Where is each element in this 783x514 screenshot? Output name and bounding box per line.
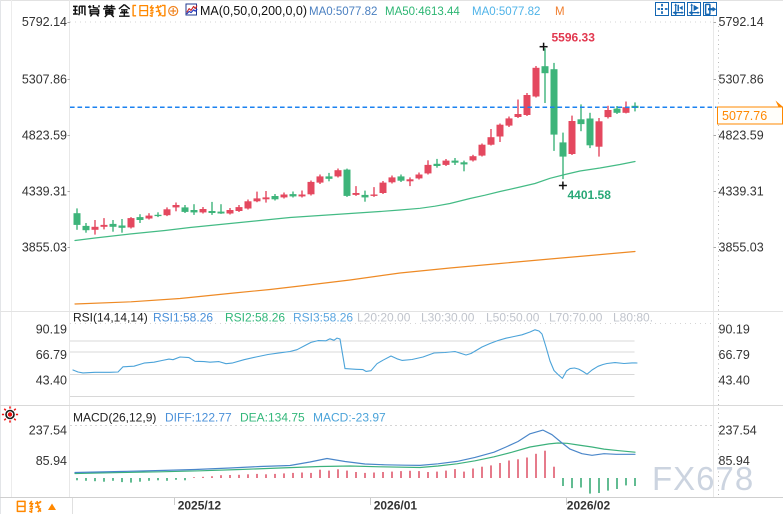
svg-text:MA50:4613.44: MA50:4613.44 [385, 6, 460, 18]
svg-text:DIFF:122.77: DIFF:122.77 [165, 411, 232, 425]
svg-text:5792.14: 5792.14 [719, 15, 764, 29]
svg-text:MA(0,50,0,200,0,0): MA(0,50,0,200,0,0) [200, 4, 307, 18]
svg-text:L30:30.00: L30:30.00 [421, 311, 475, 325]
svg-text:66.79: 66.79 [719, 348, 750, 362]
svg-text:2026/01: 2026/01 [374, 499, 418, 513]
svg-text:5307.86: 5307.86 [22, 72, 67, 86]
svg-text:FX678: FX678 [652, 460, 754, 497]
svg-text:4401.58: 4401.58 [568, 188, 612, 202]
svg-text:5307.86: 5307.86 [719, 72, 764, 86]
svg-text:DEA:134.75: DEA:134.75 [240, 411, 305, 425]
svg-text:MACD(26,12,9): MACD(26,12,9) [73, 411, 156, 425]
svg-text:4339.31: 4339.31 [22, 184, 67, 198]
svg-text:5077.76: 5077.76 [722, 109, 767, 123]
svg-text:M: M [555, 6, 565, 18]
svg-text:MA0:5077.82: MA0:5077.82 [309, 6, 377, 18]
svg-text:3855.03: 3855.03 [719, 241, 764, 255]
svg-text:90.19: 90.19 [719, 323, 750, 337]
svg-text:2026/02: 2026/02 [567, 499, 611, 513]
svg-text:L20:20.00: L20:20.00 [357, 311, 411, 325]
svg-text:5792.14: 5792.14 [22, 15, 67, 29]
svg-text:4339.31: 4339.31 [719, 184, 764, 198]
svg-text:85.94: 85.94 [36, 454, 67, 468]
svg-text:4823.59: 4823.59 [22, 128, 67, 142]
svg-text:L70:70.00: L70:70.00 [549, 311, 603, 325]
svg-text:5596.33: 5596.33 [552, 31, 596, 45]
svg-text:RSI3:58.26: RSI3:58.26 [293, 311, 353, 325]
svg-text:2025/12: 2025/12 [178, 499, 222, 513]
svg-text:237.54: 237.54 [719, 423, 757, 437]
svg-text:43.40: 43.40 [719, 374, 750, 388]
svg-text:3855.03: 3855.03 [22, 241, 67, 255]
svg-text:L50:50.00: L50:50.00 [486, 311, 540, 325]
svg-text:4823.59: 4823.59 [719, 128, 764, 142]
svg-text:L80:80.: L80:80. [613, 311, 653, 325]
svg-text:MA0:5077.82: MA0:5077.82 [472, 6, 540, 18]
svg-text:MACD:-23.97: MACD:-23.97 [313, 411, 386, 425]
svg-text:RSI1:58.26: RSI1:58.26 [153, 311, 213, 325]
svg-text:66.79: 66.79 [36, 348, 67, 362]
svg-text:43.40: 43.40 [36, 374, 67, 388]
svg-text:85.94: 85.94 [719, 454, 750, 468]
svg-text:237.54: 237.54 [29, 423, 67, 437]
svg-text:90.19: 90.19 [36, 323, 67, 337]
svg-text:RSI(14,14,14): RSI(14,14,14) [73, 311, 148, 325]
svg-text:RSI2:58.26: RSI2:58.26 [225, 311, 285, 325]
